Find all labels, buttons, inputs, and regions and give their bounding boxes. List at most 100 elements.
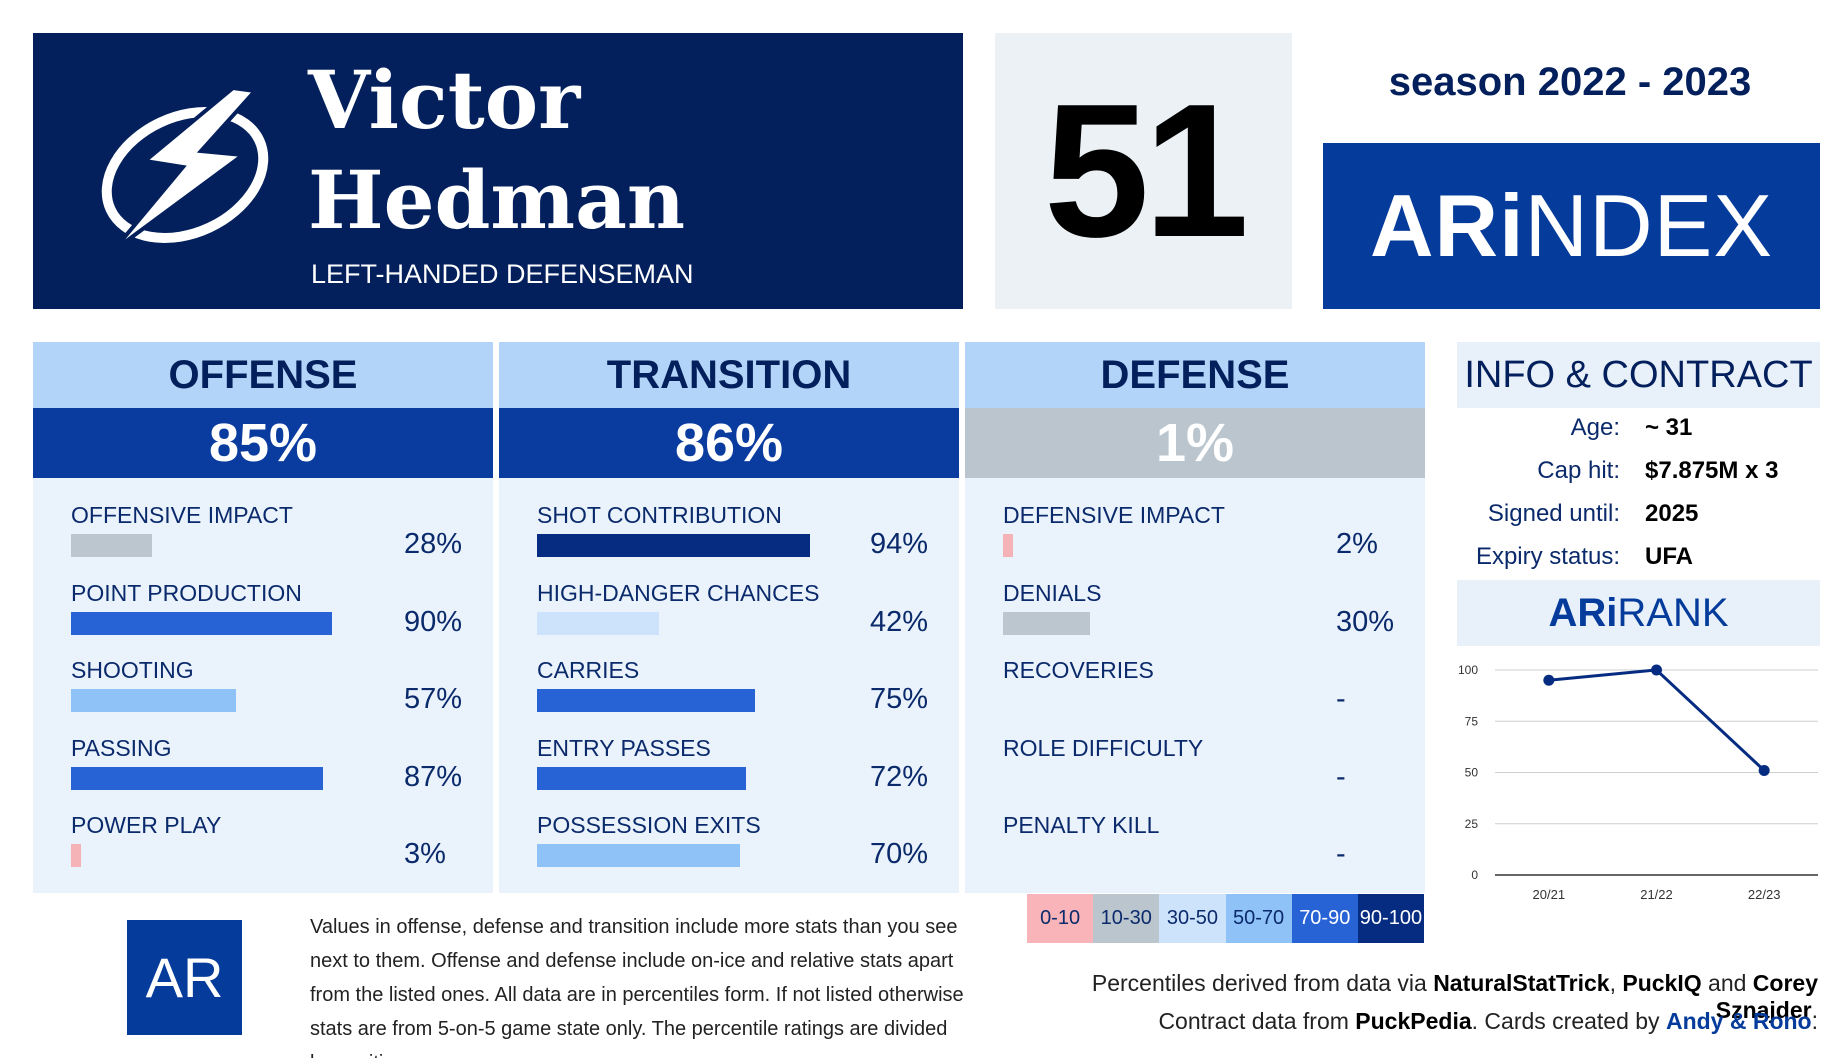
info-value: ~ 31 — [1645, 414, 1693, 441]
stat-row: POWER PLAY 3% — [71, 812, 471, 882]
footnote: Values in offense, defense and transitio… — [310, 916, 964, 1058]
x-tick-label: 20/21 — [1533, 887, 1566, 902]
rank-suffix: RANK — [1617, 590, 1729, 635]
stat-value: 57% — [404, 683, 463, 715]
player-first-name: Victor — [308, 53, 581, 147]
stat-value: 3% — [404, 838, 446, 870]
legend-item: 50-70 — [1225, 894, 1292, 943]
category-percent: 1% — [965, 408, 1425, 478]
stat-bar — [537, 689, 755, 712]
info-key: Age: — [1570, 414, 1620, 441]
stat-value: - — [1336, 838, 1346, 870]
legend-item: 10-30 — [1093, 894, 1160, 943]
category-title: TRANSITION — [499, 342, 959, 408]
data-point — [1651, 664, 1662, 676]
player-header: Victor Hedman LEFT-HANDED DEFENSEMAN — [33, 33, 963, 309]
stat-bar — [71, 611, 332, 635]
stat-label: DENIALS — [1003, 579, 1102, 606]
credits-contract: Contract data from PuckPedia. Cards crea… — [1000, 1008, 1818, 1035]
stat-row: PASSING 87% — [71, 735, 471, 805]
credits-text: Contract data from — [1158, 1008, 1356, 1034]
data-point — [1543, 674, 1555, 686]
category-stats: DEFENSIVE IMPACT 2% DENIALS 30% RECOVERIES - R… — [965, 478, 1425, 893]
legend-item: 0-10 — [1027, 894, 1094, 943]
stat-label: POWER PLAY — [71, 812, 222, 838]
stat-value: 30% — [1336, 605, 1395, 638]
stat-bar — [71, 534, 153, 557]
ar-logo: AR — [127, 920, 242, 1035]
info-value: 2025 — [1645, 500, 1699, 527]
y-tick-label: 0 — [1471, 868, 1478, 882]
credits-text: Percentiles derived from data via — [1091, 970, 1434, 996]
brand-suffix: NDEX — [1524, 176, 1774, 275]
stat-value: 75% — [870, 683, 929, 715]
stat-row: CARRIES 75% — [537, 657, 937, 727]
x-tick-label: 21/22 — [1640, 887, 1673, 902]
credit-puckiq: PuckIQ — [1622, 970, 1702, 996]
info-key: Expiry status: — [1475, 543, 1620, 570]
info-row: Age: ~ 31 — [1457, 414, 1820, 454]
rank-title: ARi RANK — [1457, 580, 1820, 646]
y-tick-label: 25 — [1465, 817, 1479, 831]
category-stats: SHOT CONTRIBUTION 94% HIGH-DANGER CHANCES 4… — [499, 478, 959, 893]
info-row: Cap hit: $7.875M x 3 — [1457, 457, 1820, 497]
info-key: Cap hit: — [1537, 457, 1620, 484]
category-percent: 86% — [499, 408, 959, 478]
stat-bar — [537, 534, 810, 557]
info-row: Signed until: 2025 — [1457, 500, 1820, 540]
y-tick-label: 100 — [1458, 663, 1478, 677]
stat-value: 2% — [1336, 528, 1378, 560]
season-label: season 2022 - 2023 — [1388, 60, 1752, 104]
credits-text: . — [1811, 997, 1818, 1023]
stat-label: OFFENSIVE IMPACT — [71, 502, 293, 528]
info-title: INFO & CONTRACT — [1457, 342, 1820, 408]
category-stats: OFFENSIVE IMPACT 28% POINT PRODUCTION 90% SH… — [33, 478, 493, 893]
stat-label: RECOVERIES — [1003, 657, 1154, 683]
credit-corey-sznajder: Corey Sznajder — [1715, 970, 1818, 1023]
brand-box: ARi NDEX — [1323, 143, 1820, 309]
category-title: OFFENSE — [33, 342, 493, 408]
stat-row: OFFENSIVE IMPACT 28% — [71, 502, 471, 572]
x-tick-label: 22/23 — [1748, 887, 1781, 902]
percentile-legend: 0-10 10-30 30-50 50-70 70-90 90-100 — [1027, 894, 1425, 943]
lightning-bolt-icon — [101, 85, 269, 253]
stat-value: - — [1336, 683, 1346, 715]
player-position: LEFT-HANDED DEFENSEMAN — [311, 259, 694, 289]
category-offense: OFFENSE 85% OFFENSIVE IMPACT 28% POINT PRODU… — [33, 342, 493, 893]
stat-label: PENALTY KILL — [1003, 812, 1160, 838]
stat-value: 94% — [870, 528, 929, 560]
category-percent: 85% — [33, 408, 493, 478]
stat-row: POINT PRODUCTION 90% — [71, 580, 471, 650]
info-value: $7.875M x 3 — [1645, 457, 1779, 484]
rank-line-chart: 0 25 50 75 100 20/21 21/22 22/23 — [1458, 663, 1818, 902]
stat-label: ENTRY PASSES — [537, 734, 711, 761]
stat-value: 28% — [404, 528, 463, 560]
credits-text: , — [1609, 970, 1623, 996]
stat-value: - — [1336, 760, 1346, 793]
stat-value: 87% — [404, 760, 463, 793]
stat-bar — [1003, 611, 1090, 635]
stat-label: SHOT CONTRIBUTION — [537, 502, 782, 528]
stat-value: 42% — [870, 605, 929, 638]
stat-row: POSSESSION EXITS 70% — [537, 812, 937, 882]
stat-label: ROLE DIFFICULTY — [1003, 734, 1204, 761]
stat-bar — [1003, 534, 1013, 557]
stat-bar — [537, 844, 740, 867]
stat-label: POINT PRODUCTION — [71, 579, 302, 606]
brand-logo: ARi NDEX — [1323, 143, 1820, 309]
stat-row: RECOVERIES - — [1003, 657, 1403, 727]
stat-bar — [71, 766, 324, 790]
info-key: Signed until: — [1487, 500, 1620, 527]
stat-row: SHOT CONTRIBUTION 94% — [537, 502, 937, 572]
credit-authors: Andy & Rono — [1665, 1008, 1812, 1034]
category-title: DEFENSE — [965, 342, 1425, 408]
stat-value: 90% — [404, 605, 463, 638]
stat-row: PENALTY KILL - — [1003, 812, 1403, 882]
credit-naturalstattrick: NaturalStatTrick — [1433, 970, 1610, 996]
stat-row: ROLE DIFFICULTY - — [1003, 735, 1403, 805]
info-row: Expiry status: UFA — [1457, 543, 1820, 583]
credits-text: . — [1811, 1008, 1818, 1034]
stat-row: DENIALS 30% — [1003, 580, 1403, 650]
stat-row: DEFENSIVE IMPACT 2% — [1003, 502, 1403, 572]
stat-value: 70% — [870, 838, 929, 870]
